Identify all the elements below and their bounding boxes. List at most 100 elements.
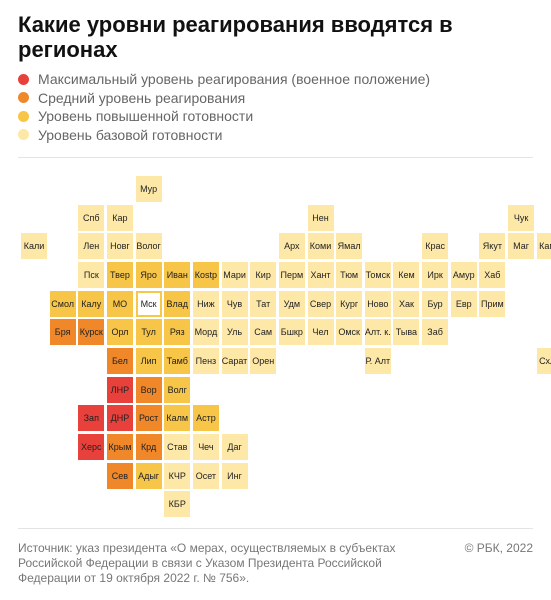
region-tile: Бря xyxy=(49,319,76,346)
region-tile: Волг xyxy=(164,376,191,403)
region-tile: Хак xyxy=(393,290,420,317)
region-tile: Крд xyxy=(135,433,162,460)
region-tile: Чеч xyxy=(192,433,219,460)
region-tile: Сам xyxy=(250,319,277,346)
region-tile: Кир xyxy=(250,261,277,288)
region-tile: Р. Алт xyxy=(364,347,391,374)
region-tile: Яро xyxy=(135,261,162,288)
region-tile: Тул xyxy=(135,319,162,346)
region-tile: КЧР xyxy=(164,462,191,489)
legend-item-base: Уровень базовой готовности xyxy=(18,126,430,144)
region-tile: Морд xyxy=(192,319,219,346)
region-tile: Влад xyxy=(164,290,191,317)
region-tile: Схлн xyxy=(536,347,551,374)
region-tile: Удм xyxy=(278,290,305,317)
legend-dot-icon xyxy=(18,110,29,122)
legend-item-mid: Средний уровень реагирования xyxy=(18,89,430,107)
region-tile: Рост xyxy=(135,405,162,432)
legend-label: Максимальный уровень реагирования (военн… xyxy=(38,71,431,87)
region-tile: Новг xyxy=(106,233,133,260)
region-tile: Лип xyxy=(135,347,162,374)
copyright: © РБК, 2022 xyxy=(464,541,533,555)
region-tile: Чук xyxy=(508,204,535,231)
region-tile: Тат xyxy=(250,290,277,317)
region-tile: Зап xyxy=(78,405,105,432)
region-tile: Кostр xyxy=(192,261,219,288)
region-tile: Коми xyxy=(307,233,334,260)
region-tile: Калм xyxy=(164,405,191,432)
region-tile: Нен xyxy=(307,204,334,231)
region-tile: Перм xyxy=(278,261,305,288)
divider-top xyxy=(18,157,533,158)
region-tile: Лен xyxy=(78,233,105,260)
region-tile: Омск xyxy=(336,319,363,346)
region-tile: Ямал xyxy=(336,233,363,260)
region-tile: Осет xyxy=(192,462,219,489)
region-tile: Кар xyxy=(106,204,133,231)
region-tile: Арх xyxy=(278,233,305,260)
region-tile: Бел xyxy=(106,347,133,374)
legend-dot-icon xyxy=(18,92,29,103)
region-tile: Сев xyxy=(106,462,133,489)
region-tile: Херс xyxy=(78,433,105,460)
region-tile: МО xyxy=(106,290,133,317)
region-tile: Хаб xyxy=(479,261,506,288)
region-tile: Маг xyxy=(508,233,535,260)
region-tile: Мск xyxy=(135,290,162,317)
region-tile: Пск xyxy=(78,261,105,288)
region-tile: Даг xyxy=(221,433,248,460)
region-tile: Томск xyxy=(364,261,391,288)
region-tile: Крым xyxy=(106,433,133,460)
legend-item-max: Максимальный уровень реагирования (военн… xyxy=(18,70,430,88)
region-tile: Бшкр xyxy=(278,319,305,346)
legend-label: Уровень повышенной готовности xyxy=(38,108,254,124)
region-tile: Пенз xyxy=(192,347,219,374)
region-tile: Мари xyxy=(221,261,248,288)
region-tile: Сарат xyxy=(221,347,248,374)
region-tile: Курск xyxy=(78,319,105,346)
region-tile: Бур xyxy=(422,290,449,317)
region-tile: Ирк xyxy=(422,261,449,288)
divider-bottom xyxy=(18,528,533,529)
region-tile: Твер xyxy=(106,261,133,288)
region-tile: ДНР xyxy=(106,405,133,432)
region-tile: Камч xyxy=(536,233,551,260)
source-note: Источник: указ президента «О мерах, осущ… xyxy=(18,541,396,585)
region-tile: Хант xyxy=(307,261,334,288)
region-tile: Евр xyxy=(450,290,477,317)
region-tile: Якут xyxy=(479,233,506,260)
region-tile: Кали xyxy=(21,233,47,260)
legend-dot-icon xyxy=(18,73,29,85)
region-tile: Ниж xyxy=(192,290,219,317)
legend-label: Средний уровень реагирования xyxy=(38,89,246,106)
legend-item-high: Уровень повышенной готовности xyxy=(18,107,430,125)
legend-dot-icon xyxy=(18,129,29,140)
region-tile: Прим xyxy=(479,290,506,317)
region-tile: Кург xyxy=(336,290,363,317)
region-tile: Крас xyxy=(422,233,449,260)
region-tile: Спб xyxy=(78,204,105,231)
region-tile: Заб xyxy=(422,319,449,346)
region-tile: Ряз xyxy=(164,319,191,346)
region-tile: Смол xyxy=(49,290,76,317)
region-tile: Адыг xyxy=(135,462,162,489)
region-tile: Тамб xyxy=(164,347,191,374)
region-tile: Калу xyxy=(78,290,105,317)
region-tile: Тыва xyxy=(393,319,420,346)
region-tile: ЛНР xyxy=(106,376,133,403)
region-tile: Амур xyxy=(450,261,477,288)
region-tile: Чел xyxy=(307,319,334,346)
region-tile: Инг xyxy=(221,462,248,489)
region-tile: Уль xyxy=(221,319,248,346)
region-tile: Мур xyxy=(135,176,162,202)
region-tile: Орл xyxy=(106,319,133,346)
region-tile: Кем xyxy=(393,261,420,288)
region-tile: Вор xyxy=(135,376,162,403)
region-tile: Тюм xyxy=(336,261,363,288)
region-tile: Чув xyxy=(221,290,248,317)
region-tile: Астр xyxy=(192,405,219,432)
region-tile: Орен xyxy=(250,347,277,374)
region-tile: Иван xyxy=(164,261,191,288)
legend: Максимальный уровень реагирования (военн… xyxy=(18,70,430,144)
region-tile: КБР xyxy=(164,491,191,518)
